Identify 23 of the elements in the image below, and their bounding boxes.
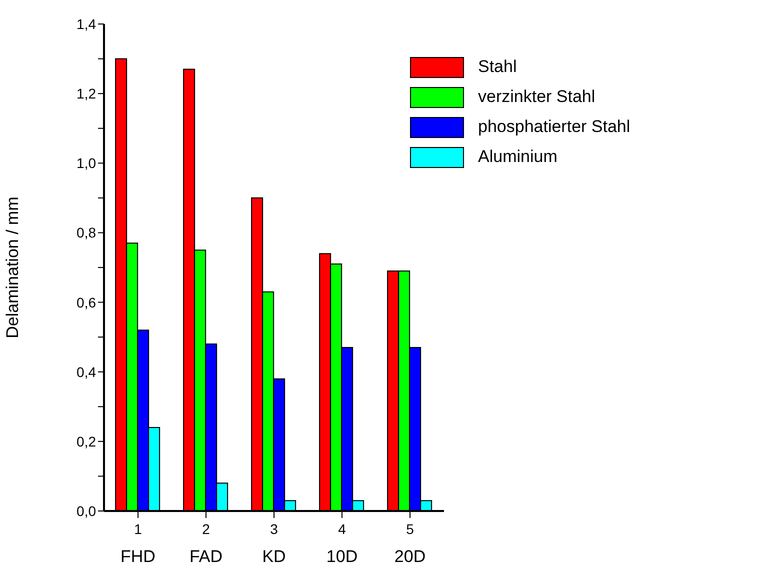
legend-label: Stahl [478, 57, 517, 77]
x-tick-label: 3 [270, 521, 278, 537]
y-tick-label: 0,2 [76, 433, 96, 450]
y-tick-label: 1,0 [76, 155, 96, 172]
y-tick-label: 0,0 [76, 502, 96, 519]
x-tick-label: 2 [202, 521, 210, 537]
y-tick-label: 0,6 [76, 294, 96, 310]
legend-label: verzinkter Stahl [478, 87, 596, 107]
text: FAD [189, 547, 223, 566]
x-tick-label: 5 [406, 521, 414, 537]
y-tick-label: 1,2 [76, 86, 96, 102]
text: 20D [394, 547, 426, 566]
y-axis-title: Delamination / mm [3, 196, 22, 338]
legend-label: Aluminium [478, 147, 558, 167]
text: KD [262, 547, 286, 566]
x-tick-label: 1 [134, 521, 142, 537]
text: 10D [326, 547, 358, 566]
text: FHD [120, 547, 156, 566]
y-tick-label: 0,4 [76, 364, 96, 380]
y-tick-label: 0,8 [76, 224, 96, 241]
legend-label: phosphatierter Stahl [478, 117, 630, 137]
y-tick-label: 1,4 [76, 16, 96, 32]
x-tick-label: 4 [338, 521, 346, 537]
